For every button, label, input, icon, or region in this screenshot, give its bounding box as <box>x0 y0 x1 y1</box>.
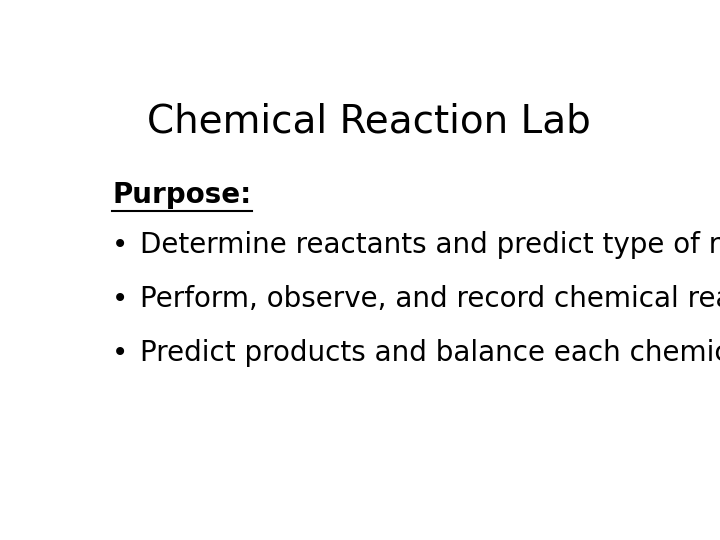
Text: Predict products and balance each chemical rxtn.: Predict products and balance each chemic… <box>140 339 720 367</box>
Text: Determine reactants and predict type of rxtn.: Determine reactants and predict type of … <box>140 231 720 259</box>
Text: •: • <box>112 339 129 367</box>
Text: Chemical Reaction Lab: Chemical Reaction Lab <box>147 102 591 140</box>
Text: •: • <box>112 285 129 313</box>
Text: Perform, observe, and record chemical reactions.: Perform, observe, and record chemical re… <box>140 285 720 313</box>
Text: •: • <box>112 231 129 259</box>
Text: Purpose:: Purpose: <box>112 181 251 209</box>
